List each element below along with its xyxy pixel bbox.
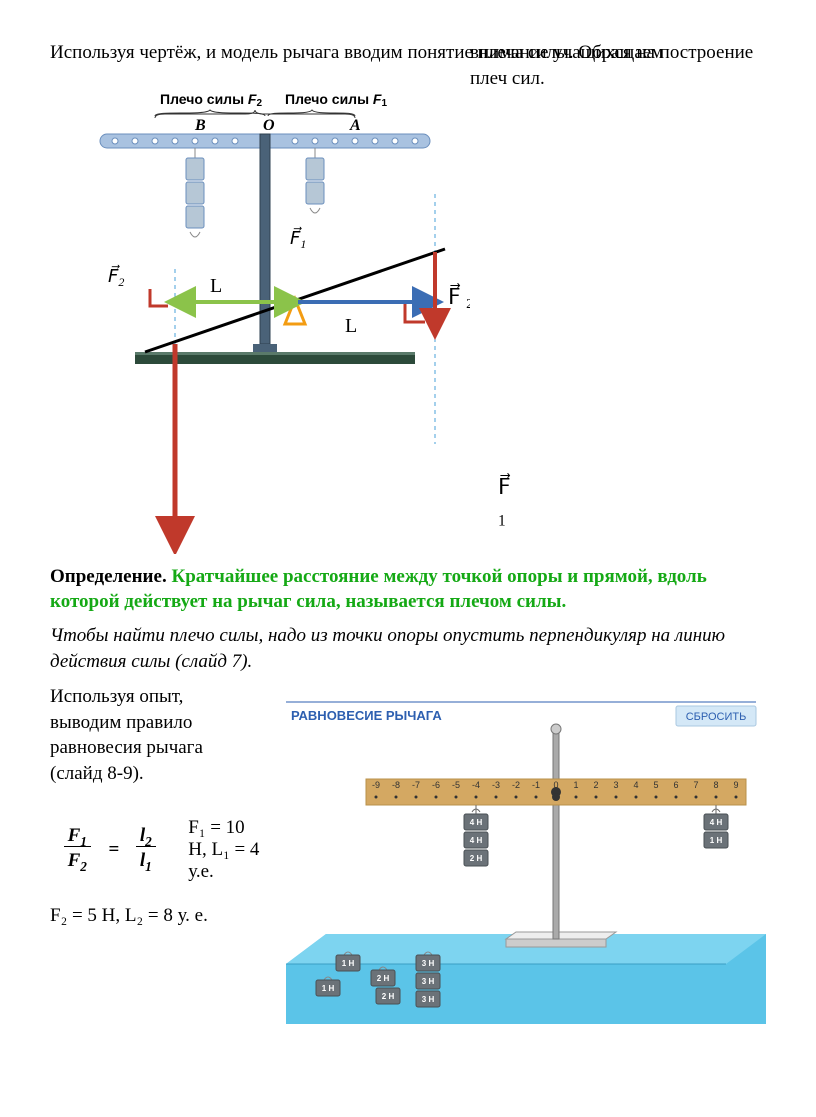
weights-right bbox=[306, 158, 324, 213]
svg-text:7: 7 bbox=[693, 780, 698, 790]
svg-text:4 Н: 4 Н bbox=[470, 836, 483, 845]
weights-left bbox=[186, 158, 204, 237]
vec-F1-top: F⃗1 bbox=[290, 226, 306, 250]
svg-text:4: 4 bbox=[633, 780, 638, 790]
svg-text:3 Н: 3 Н bbox=[422, 995, 435, 1004]
svg-text:2 Н: 2 Н bbox=[382, 992, 395, 1001]
definition-label: Определение. bbox=[50, 566, 167, 587]
svg-text:3 Н: 3 Н bbox=[422, 959, 435, 968]
svg-text:-3: -3 bbox=[492, 780, 500, 790]
svg-text:6: 6 bbox=[673, 780, 678, 790]
svg-text:9: 9 bbox=[733, 780, 738, 790]
vec-F2-right: F⃗ 2 bbox=[448, 283, 470, 312]
L-left: L bbox=[210, 275, 222, 297]
svg-text:-1: -1 bbox=[532, 780, 540, 790]
svg-text:3: 3 bbox=[613, 780, 618, 790]
point-B: B bbox=[194, 117, 206, 134]
vec-F1-label-bottom: F⃗ 1 bbox=[498, 474, 511, 530]
label-plecho-f2: Плечо силы F2 bbox=[160, 91, 262, 109]
svg-text:0: 0 bbox=[553, 780, 558, 790]
point-O: O bbox=[263, 117, 275, 134]
label-plecho-f1: Плечо силы F1 bbox=[285, 91, 387, 109]
lever-arm-diagram: Плечо силы F2 Плечо силы F1 B O A F⃗1 bbox=[50, 74, 470, 554]
svg-text:-4: -4 bbox=[472, 780, 480, 790]
svg-text:3 Н: 3 Н bbox=[422, 977, 435, 986]
svg-text:-8: -8 bbox=[392, 780, 400, 790]
svg-text:-9: -9 bbox=[372, 780, 380, 790]
left-weights: 4 Н 4 Н 2 Н bbox=[464, 814, 488, 866]
sim-title: РАВНОВЕСИЕ РЫЧАГА bbox=[291, 708, 442, 723]
reset-label: СБРОСИТЬ bbox=[686, 711, 747, 723]
svg-text:2: 2 bbox=[593, 780, 598, 790]
right-weights: 4 Н 1 Н bbox=[704, 814, 728, 848]
experience-text: Используя опыт, выводим правило равновес… bbox=[50, 684, 250, 787]
formula-left: F1 F2 bbox=[58, 825, 97, 875]
equals-sign: = bbox=[109, 839, 120, 861]
howto-text: Чтобы найти плечо силы, надо из точки оп… bbox=[50, 623, 766, 674]
formula-right: l2 l1 bbox=[131, 825, 160, 875]
svg-text:-7: -7 bbox=[412, 780, 420, 790]
svg-text:4 Н: 4 Н bbox=[710, 818, 723, 827]
vec-F2-left: F⃗2 bbox=[108, 264, 124, 288]
svg-text:-6: -6 bbox=[432, 780, 440, 790]
svg-text:1 Н: 1 Н bbox=[322, 984, 335, 993]
values-line1: F₁ = 10 Н, L₁ = 4 у.е. bbox=[188, 817, 266, 883]
svg-text:1 Н: 1 Н bbox=[710, 836, 723, 845]
svg-text:1 Н: 1 Н bbox=[342, 959, 355, 968]
lever-balance-sim: РАВНОВЕСИЕ РЫЧАГА СБРОСИТЬ -9 -8 -7 -6 -5 -4 -… bbox=[276, 684, 766, 1034]
svg-text:8: 8 bbox=[713, 780, 718, 790]
intro-right: внимание учащихся на построение плеч сил… bbox=[470, 40, 770, 91]
svg-text:5: 5 bbox=[653, 780, 658, 790]
svg-text:-2: -2 bbox=[512, 780, 520, 790]
point-A: A bbox=[349, 117, 361, 134]
svg-text:-5: -5 bbox=[452, 780, 460, 790]
svg-text:4 Н: 4 Н bbox=[470, 818, 483, 827]
svg-text:2 Н: 2 Н bbox=[377, 974, 390, 983]
svg-text:2 Н: 2 Н bbox=[470, 854, 483, 863]
svg-text:1: 1 bbox=[573, 780, 578, 790]
L-right: L bbox=[345, 315, 357, 337]
